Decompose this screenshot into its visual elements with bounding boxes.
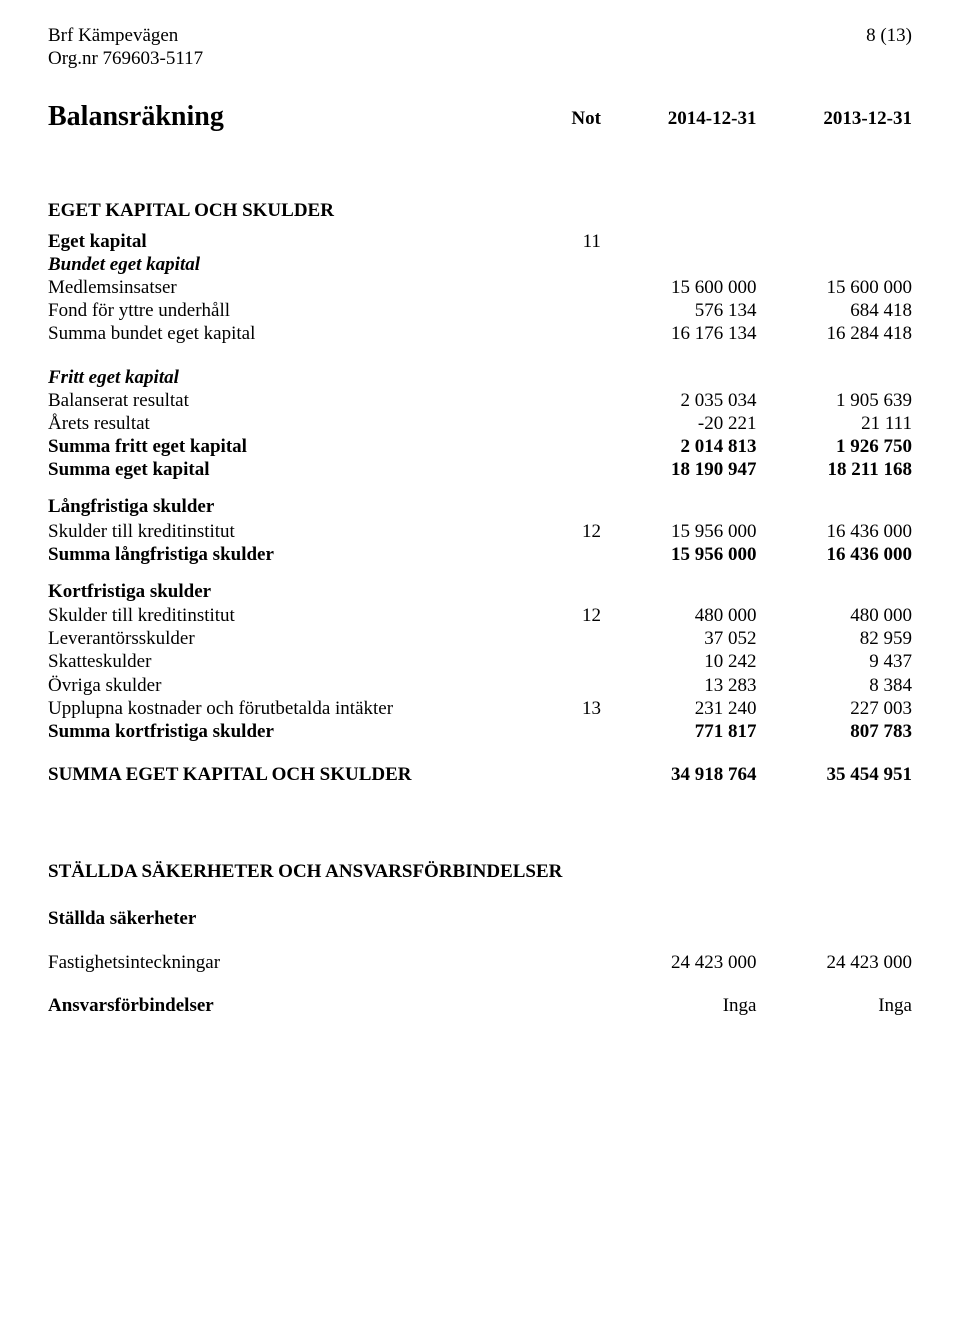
label-summa-langfristiga: Summa långfristiga skulder	[48, 543, 515, 566]
table-row: Upplupna kostnader och förutbetalda intä…	[48, 697, 912, 720]
label-balanserat-resultat: Balanserat resultat	[48, 389, 515, 412]
label-summa-fritt: Summa fritt eget kapital	[48, 435, 515, 458]
value-cell: 16 436 000	[756, 520, 912, 543]
row-eget-kapital: Eget kapital 11	[48, 230, 912, 253]
value-cell: 2 035 034	[601, 389, 757, 412]
value-cell: 576 134	[601, 299, 757, 322]
label-skulder-kredit-kort: Skulder till kreditinstitut	[48, 604, 515, 627]
not-upplupna: 13	[515, 697, 601, 720]
table-row: Summa eget kapital 18 190 947 18 211 168	[48, 458, 912, 481]
value-cell: 15 600 000	[601, 276, 757, 299]
heading-langfristiga: Långfristiga skulder	[48, 495, 912, 518]
value-cell: 24 423 000	[756, 951, 912, 974]
value-cell: 18 211 168	[756, 458, 912, 481]
table-row: Summa långfristiga skulder 15 956 000 16…	[48, 543, 912, 566]
label-fastighetsinteckningar: Fastighetsinteckningar	[48, 951, 515, 974]
value-cell: 13 283	[601, 674, 757, 697]
column-header-2014: 2014-12-31	[601, 100, 757, 134]
value-cell: Inga	[756, 994, 912, 1017]
value-cell: 16 284 418	[756, 322, 912, 345]
heading-eget-kapital-och-skulder: EGET KAPITAL OCH SKULDER	[48, 199, 912, 222]
company-name: Brf Kämpevägen	[48, 24, 203, 47]
row-summa-total: SUMMA EGET KAPITAL OCH SKULDER 34 918 76…	[48, 763, 912, 786]
value-cell: Inga	[601, 994, 757, 1017]
label-fond-yttre: Fond för yttre underhåll	[48, 299, 515, 322]
label-upplupna: Upplupna kostnader och förutbetalda intä…	[48, 697, 515, 720]
value-cell: 21 111	[756, 412, 912, 435]
not-skulder-kredit-lang: 12	[515, 520, 601, 543]
label-summa-kortfristiga: Summa kortfristiga skulder	[48, 720, 515, 743]
label-medlemsinsatser: Medlemsinsatser	[48, 276, 515, 299]
table-row: Övriga skulder 13 283 8 384	[48, 674, 912, 697]
label-stallda-sakerheter: Ställda säkerheter	[48, 907, 515, 930]
value-cell: 34 918 764	[601, 763, 757, 786]
value-cell: 16 436 000	[756, 543, 912, 566]
value-cell: 10 242	[601, 650, 757, 673]
row-fritt-heading: Fritt eget kapital	[48, 366, 912, 389]
label-skatteskulder: Skatteskulder	[48, 650, 515, 673]
value-cell: 2 014 813	[601, 435, 757, 458]
value-cell: 15 956 000	[601, 520, 757, 543]
table-row: Fond för yttre underhåll 576 134 684 418	[48, 299, 912, 322]
value-cell: 1 905 639	[756, 389, 912, 412]
value-cell: 9 437	[756, 650, 912, 673]
label-skulder-kredit-lang: Skulder till kreditinstitut	[48, 520, 515, 543]
value-cell: -20 221	[601, 412, 757, 435]
table-row: Leverantörsskulder 37 052 82 959	[48, 627, 912, 650]
label-eget-kapital: Eget kapital	[48, 230, 515, 253]
table-row: Skulder till kreditinstitut 12 480 000 4…	[48, 604, 912, 627]
page-number: 8 (13)	[866, 24, 912, 70]
not-skulder-kredit-kort: 12	[515, 604, 601, 627]
table-row: Årets resultat -20 221 21 111	[48, 412, 912, 435]
table-row: Ansvarsförbindelser Inga Inga	[48, 994, 912, 1017]
table-row: Fastighetsinteckningar 24 423 000 24 423…	[48, 951, 912, 974]
not-eget-kapital: 11	[515, 230, 601, 253]
table-row: Balanserat resultat 2 035 034 1 905 639	[48, 389, 912, 412]
heading-stallda: STÄLLDA SÄKERHETER OCH ANSVARSFÖRBINDELS…	[48, 860, 912, 883]
value-cell: 15 956 000	[601, 543, 757, 566]
table-row: Summa bundet eget kapital 16 176 134 16 …	[48, 322, 912, 345]
label-ovriga-skulder: Övriga skulder	[48, 674, 515, 697]
value-cell: 16 176 134	[601, 322, 757, 345]
value-cell: 1 926 750	[756, 435, 912, 458]
table-row: Skulder till kreditinstitut 12 15 956 00…	[48, 520, 912, 543]
heading-kortfristiga: Kortfristiga skulder	[48, 580, 912, 603]
column-header-2013: 2013-12-31	[756, 100, 912, 134]
table-row: Summa kortfristiga skulder 771 817 807 7…	[48, 720, 912, 743]
label-summa-bundet: Summa bundet eget kapital	[48, 322, 515, 345]
column-header-not: Not	[515, 100, 601, 134]
value-cell: 8 384	[756, 674, 912, 697]
value-cell: 231 240	[601, 697, 757, 720]
value-cell: 15 600 000	[756, 276, 912, 299]
value-cell: 82 959	[756, 627, 912, 650]
value-cell: 480 000	[756, 604, 912, 627]
document-title: Balansräkning	[48, 100, 515, 134]
value-cell: 35 454 951	[756, 763, 912, 786]
value-cell: 227 003	[756, 697, 912, 720]
page-header: Brf Kämpevägen Org.nr 769603-5117 8 (13)	[48, 24, 912, 70]
value-cell: 684 418	[756, 299, 912, 322]
org-nr: Org.nr 769603-5117	[48, 47, 203, 70]
label-leverantorsskulder: Leverantörsskulder	[48, 627, 515, 650]
label-ansvarsforbindelser: Ansvarsförbindelser	[48, 994, 515, 1017]
value-cell: 771 817	[601, 720, 757, 743]
value-cell: 18 190 947	[601, 458, 757, 481]
table-row: Medlemsinsatser 15 600 000 15 600 000	[48, 276, 912, 299]
row-bundet-heading: Bundet eget kapital	[48, 253, 912, 276]
table-row: Summa fritt eget kapital 2 014 813 1 926…	[48, 435, 912, 458]
label-summa-eget-kapital: Summa eget kapital	[48, 458, 515, 481]
value-cell: 37 052	[601, 627, 757, 650]
label-fritt-eget-kapital: Fritt eget kapital	[48, 366, 515, 389]
label-arets-resultat: Årets resultat	[48, 412, 515, 435]
title-row: Balansräkning Not 2014-12-31 2013-12-31	[48, 100, 912, 134]
label-bundet-eget-kapital: Bundet eget kapital	[48, 253, 515, 276]
value-cell: 807 783	[756, 720, 912, 743]
value-cell: 24 423 000	[601, 951, 757, 974]
table-row: Skatteskulder 10 242 9 437	[48, 650, 912, 673]
row-stallda-sakerheter: Ställda säkerheter	[48, 907, 912, 930]
value-cell: 480 000	[601, 604, 757, 627]
label-summa-total: SUMMA EGET KAPITAL OCH SKULDER	[48, 763, 515, 786]
